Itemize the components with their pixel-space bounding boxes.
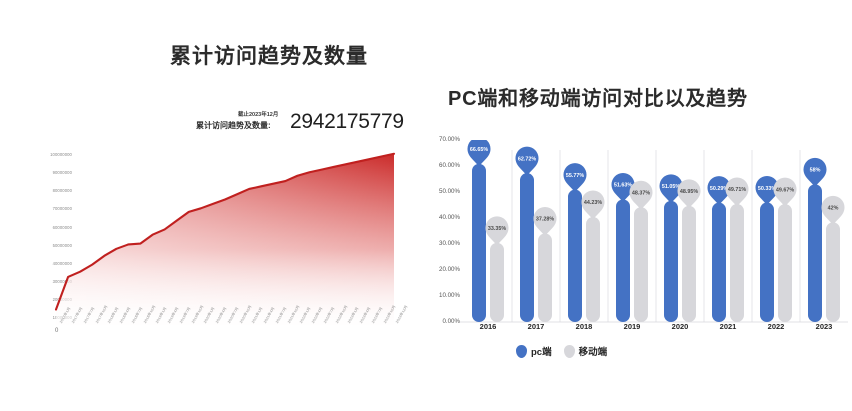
right-x-tick: 2018 [575,322,593,331]
data-label-callout [467,140,491,167]
bar-pc[interactable] [472,163,486,322]
data-label-text: 44.23% [584,200,602,206]
data-label-callout [803,157,827,188]
data-label-text: 33.35% [488,226,506,232]
right-x-tick: 2019 [623,322,641,331]
data-label-callout [515,146,539,177]
right-y-tick: 30.00% [439,240,460,247]
right-x-tick: 2022 [767,322,785,331]
data-label-text: 48.95% [680,189,698,195]
area-trend-line [54,152,396,311]
data-label-text: 37.28% [536,217,554,223]
left-y-tick: 30000000 [52,278,72,284]
pc-vs-mobile-panel: PC端和移动端访问对比以及趋势 70.00% 60.00% 50.00% 40.00%… [420,0,852,411]
data-label-callout [563,163,587,193]
bar-pc[interactable] [616,199,630,322]
bar-pc[interactable] [664,200,678,322]
data-label-text: 62.72% [518,156,536,162]
left-y-tick: 40000000 [52,260,72,266]
bar-mobile[interactable] [730,204,744,322]
left-chart-zero-label: 0 [55,328,59,334]
right-chart-title: PC端和移动端访问对比以及趋势 [448,88,748,110]
right-x-tick: 2016 [479,322,497,331]
data-label-text: 58% [810,168,821,174]
data-label-callout [629,180,653,211]
right-y-tick: 40.00% [439,214,460,221]
right-y-tick: 70.00% [439,136,460,143]
bar-mobile[interactable] [538,233,552,322]
right-chart-y-axis: 70.00% 60.00% 50.00% 40.00% 30.00% 20.00% 10.0… [414,136,460,325]
bar-pc[interactable] [808,184,822,322]
data-label-text: 48.37% [632,190,650,196]
legend-item-mobile[interactable]: 移动端 [563,344,608,358]
bar-mobile[interactable] [778,204,792,322]
left-y-tick: 70000000 [52,206,72,212]
data-label-callout [485,216,509,246]
left-y-tick: 80000000 [52,188,72,194]
left-y-tick: 100000000 [50,152,72,157]
bar-pc[interactable] [760,202,774,322]
left-y-tick: 60000000 [52,224,72,230]
legend-item-pc[interactable]: pc端 [516,344,552,358]
right-x-tick: 2021 [719,322,737,331]
kpi-block: 截止2023年12月 累计访问趋势及数量: 2942175779 [196,110,416,144]
data-label-callout [533,207,557,237]
legend-label-mobile: 移动端 [578,347,608,358]
cumulative-visits-panel: 累计访问趋势及数量 截止2023年12月 累计访问趋势及数量: 29421757… [0,0,420,411]
data-label-text: 49.67% [776,187,794,193]
data-label-callout [821,195,845,226]
data-label-text: 49.71% [728,187,746,193]
left-chart-x-axis: 2017年1月 2017年4月 2017年7月 2017年10月 2018年1月 2018… [56,305,408,377]
right-y-tick: 10.00% [439,292,460,299]
data-label-callout [581,190,605,221]
legend-marker-pc-icon [516,344,527,358]
kpi-caption: 截止2023年12月 [238,111,279,119]
right-chart-x-axis: 2016 2017 2018 2019 2020 2021 2022 2023 [460,322,852,338]
left-y-tick: 50000000 [52,242,72,248]
data-label-text: 51.63% [614,183,632,189]
bar-pc[interactable] [568,189,582,322]
pc-vs-mobile-bar-chart: 66.65% 33.35% 62.72% 37.28% 55.77% 44.23% 51.6… [460,140,848,323]
right-y-tick: 60.00% [439,162,460,169]
data-label-callout [677,179,701,209]
data-label-text: 51.05% [662,184,680,190]
right-y-tick: 50.00% [439,188,460,195]
right-x-tick: 2020 [671,322,689,331]
legend-marker-mobile-icon [563,344,575,358]
data-label-callout [773,177,797,208]
legend-label-pc: pc端 [531,347,552,358]
bar-mobile[interactable] [682,205,696,322]
data-label-callout [611,172,635,203]
right-chart-legend: pc端 移动端 [516,344,607,358]
kpi-label: 累计访问趋势及数量: [196,121,271,130]
data-label-callout [755,176,779,206]
kpi-value: 2942175779 [290,110,404,133]
cumulative-visits-area-chart [54,152,396,328]
data-label-callout [725,177,749,208]
bar-pc[interactable] [520,173,534,322]
data-label-text: 50.33% [758,186,776,192]
bar-mobile[interactable] [490,242,504,322]
right-y-tick: 0.00% [442,318,460,325]
data-label-text: 66.65% [470,147,488,153]
bar-mobile[interactable] [586,217,600,322]
right-y-tick: 20.00% [439,266,460,273]
right-x-tick: 2017 [527,322,545,331]
data-label-callout [659,174,683,204]
bar-mobile[interactable] [634,207,648,322]
data-label-text: 42% [828,206,839,212]
data-label-text: 55.77% [566,173,584,179]
area-fill-highlight [56,153,394,328]
bar-mobile[interactable] [826,222,840,322]
right-x-tick: 2023 [815,322,833,331]
left-y-tick: 90000000 [52,170,72,176]
data-label-text: 50.29% [710,186,728,192]
left-chart-title: 累计访问趋势及数量 [170,45,368,68]
data-label-callout [707,176,731,206]
bar-pc[interactable] [712,202,726,322]
